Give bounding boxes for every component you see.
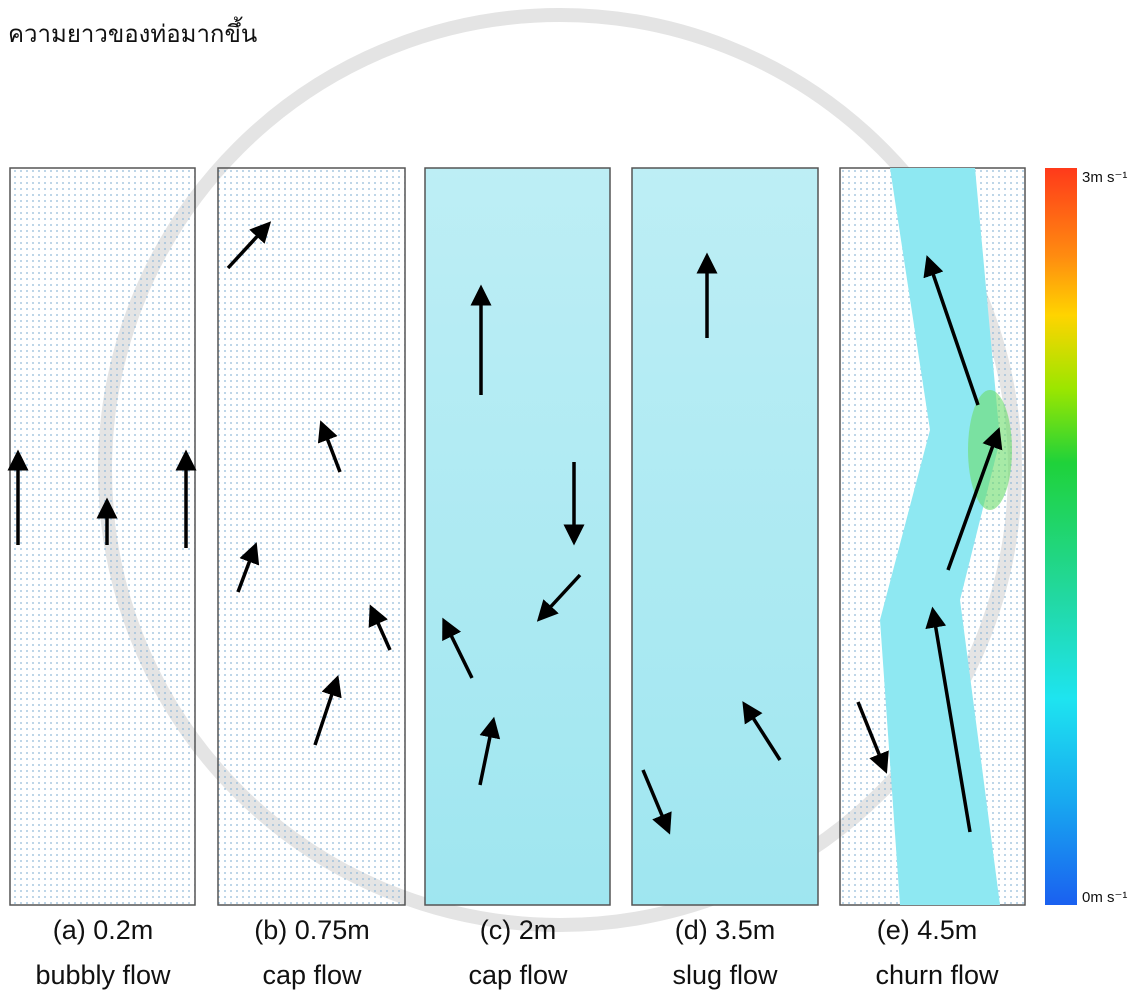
panel-a [10,168,195,905]
panel-label: (e) 4.5m [822,915,1032,946]
colorbar-min: 0m s⁻¹ [1082,888,1127,906]
panel-label: (b) 0.75m [207,915,417,946]
panel-caption: slug flow [620,960,830,991]
figure [0,0,1145,994]
colorbar-max: 3m s⁻¹ [1082,168,1127,186]
page: ความยาวของท่อมากขึ้น [0,0,1145,994]
panel-label: (d) 3.5m [620,915,830,946]
panel-label: (c) 2m [413,915,623,946]
panel-label: (a) 0.2m [0,915,208,946]
panel-caption: cap flow [413,960,623,991]
panel-caption: churn flow [832,960,1042,991]
panel-caption: cap flow [207,960,417,991]
panel-b [218,168,405,905]
panel-caption: bubbly flow [0,960,208,991]
colorbar [1045,168,1077,905]
panel-d [632,168,818,905]
panels [10,168,1025,905]
panel-c [425,168,610,905]
